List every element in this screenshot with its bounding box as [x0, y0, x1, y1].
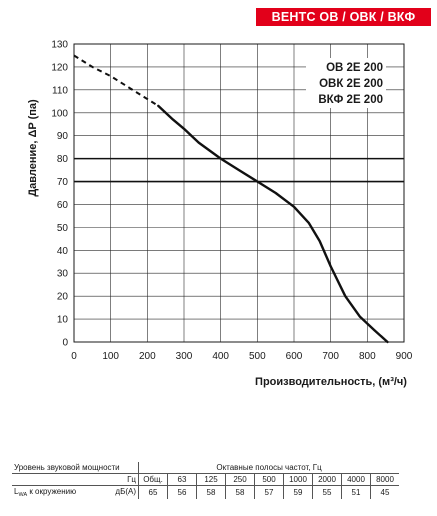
model-label: ОВ 2Е 200	[326, 62, 383, 74]
sound-value: 58	[225, 485, 255, 499]
pressure-flow-chart: 0 10 20 30 40 50 60 70 80 90 100 110 120 130 0 100 200 3…	[27, 40, 413, 389]
x-tick-label: 200	[139, 351, 156, 362]
sound-value: 65	[138, 485, 168, 499]
y-tick-label: 70	[57, 177, 69, 188]
y-tick-label: 40	[57, 246, 69, 257]
header-band-4000: 4000	[341, 473, 371, 486]
x-tick-label: 700	[322, 351, 339, 362]
x-tick-label: 900	[396, 351, 413, 362]
sound-value: 58	[196, 485, 226, 499]
x-tick-label: 500	[249, 351, 266, 362]
x-axis-ticks: 0 100 200 300 400 500 600 700 800 900	[71, 351, 413, 362]
frequency-unit: Гц	[12, 473, 139, 486]
lwa-label: LWA к окружению дБ(А)	[12, 485, 139, 499]
model-labels: ОВ 2Е 200 ОВК 2Е 200 ВКФ 2Е 200	[306, 58, 386, 108]
x-tick-label: 400	[212, 351, 229, 362]
x-tick-label: 800	[359, 351, 376, 362]
x-tick-label: 0	[71, 351, 77, 362]
y-tick-label: 100	[51, 108, 68, 119]
octave-bands-title: Октавные полосы частот, Гц	[138, 462, 399, 474]
dba-unit: дБ(А)	[115, 487, 136, 496]
sound-value: 56	[167, 485, 197, 499]
header-band-500: 500	[254, 473, 284, 486]
y-axis-label: Давление, ΔP (па)	[27, 99, 39, 197]
plot-frame	[73, 43, 405, 343]
sound-power-table: Уровень звуковой мощности Октавные полос…	[12, 462, 399, 499]
y-tick-label: 60	[57, 200, 69, 211]
header-band-1000: 1000	[283, 473, 313, 486]
model-labels-background	[306, 58, 386, 108]
header-band-125: 125	[196, 473, 226, 486]
model-label: ОВК 2Е 200	[319, 78, 383, 90]
series-badge: ВЕНТС ОВ / ОВК / ВКФ	[256, 8, 431, 26]
sound-value: 59	[283, 485, 313, 499]
y-tick-label: 30	[57, 269, 69, 280]
y-tick-label: 80	[57, 154, 69, 165]
y-tick-label: 130	[51, 40, 68, 51]
table-row: Гц Общ. 63 125 250 500 1000 2000 4000 8000	[12, 473, 399, 486]
sound-power-label: Уровень звуковой мощности	[12, 462, 139, 474]
header-band-2000: 2000	[312, 473, 342, 486]
y-tick-label: 90	[57, 131, 69, 142]
table-row: Уровень звуковой мощности Октавные полос…	[12, 462, 399, 474]
y-tick-label: 110	[52, 85, 68, 96]
x-axis-label: Производительность, (м³/ч)	[255, 376, 407, 388]
table-row: LWA к окружению дБ(А) 65 56 58 58 57 59 55 51 45	[12, 485, 399, 499]
header-band-250: 250	[225, 473, 255, 486]
x-tick-label: 300	[176, 351, 193, 362]
sound-value: 57	[254, 485, 284, 499]
y-tick-label: 10	[57, 315, 69, 326]
y-tick-label: 50	[57, 223, 69, 234]
reference-lines	[74, 157, 404, 183]
header-band-63: 63	[167, 473, 197, 486]
x-tick-label: 100	[102, 351, 119, 362]
model-label: ВКФ 2Е 200	[318, 94, 383, 106]
sound-value: 45	[370, 485, 399, 499]
sound-value: 55	[312, 485, 342, 499]
y-tick-label: 20	[57, 292, 69, 303]
y-tick-label: 0	[62, 338, 68, 349]
sound-value: 51	[341, 485, 371, 499]
header-band-8000: 8000	[370, 473, 399, 486]
y-tick-label: 120	[51, 62, 68, 73]
chart-series	[73, 54, 389, 344]
fan-curve-dashed-segment	[73, 54, 159, 107]
fan-curve-solid-segment	[157, 104, 389, 344]
y-axis-ticks: 0 10 20 30 40 50 60 70 80 90 100 110 120 130	[51, 40, 68, 349]
header-total: Общ.	[138, 473, 168, 486]
x-tick-label: 600	[286, 351, 303, 362]
